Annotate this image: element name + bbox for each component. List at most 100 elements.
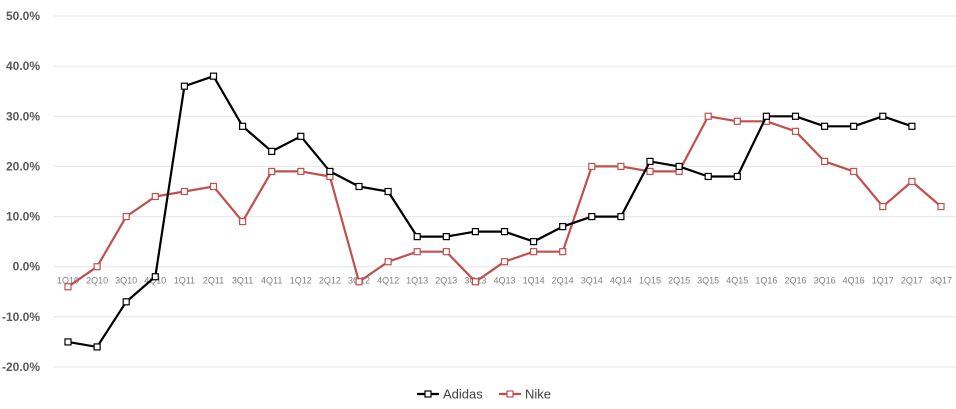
y-tick-label: 40.0%: [6, 59, 40, 73]
data-point: [820, 157, 829, 166]
x-tick-label: 3Q10: [115, 276, 137, 286]
x-tick-label: 2Q15: [668, 276, 690, 286]
data-point: [297, 167, 305, 176]
data-point: [413, 233, 421, 241]
data-point: [908, 177, 916, 186]
data-point: [180, 187, 188, 196]
x-tick-label: 1Q15: [639, 276, 661, 286]
data-point: [850, 122, 858, 130]
x-tick-label: 2Q10: [86, 276, 108, 286]
x-tick-label: 1Q14: [523, 276, 545, 286]
data-point: [646, 167, 654, 176]
data-point: [209, 182, 218, 191]
data-point: [908, 122, 916, 130]
data-point: [529, 248, 538, 256]
data-point: [646, 157, 654, 166]
series-line: [67, 75, 913, 348]
data-point: [820, 122, 829, 130]
x-tick-label: 2Q12: [319, 276, 341, 286]
data-point: [209, 72, 218, 80]
data-point: [355, 182, 363, 191]
data-point: [384, 187, 392, 196]
legend-marker: [506, 390, 514, 398]
data-point: [588, 162, 596, 171]
x-tick-label: 3Q16: [814, 276, 836, 286]
x-tick-label: 1Q17: [872, 276, 894, 286]
data-point: [879, 202, 887, 211]
x-tick-label: 4Q16: [843, 276, 865, 286]
data-point: [588, 212, 596, 221]
x-tick-label: 4Q12: [377, 276, 399, 286]
data-point: [471, 278, 479, 286]
legend-marker: [424, 390, 432, 398]
data-point: [471, 228, 479, 236]
data-point: [268, 167, 276, 176]
data-point: [93, 343, 101, 351]
data-point: [559, 223, 567, 231]
y-tick-label: -20.0%: [2, 360, 40, 374]
data-point: [675, 162, 683, 171]
y-tick-label: 30.0%: [6, 109, 40, 123]
x-tick-label: 4Q15: [726, 276, 748, 286]
legend-label: Nike: [525, 387, 551, 402]
data-point: [791, 127, 800, 135]
x-tick-label: 1Q12: [290, 276, 312, 286]
data-point: [442, 233, 450, 241]
data-point: [850, 167, 858, 176]
x-tick-label: 1Q13: [406, 276, 428, 286]
data-point: [442, 248, 450, 256]
data-point: [500, 228, 509, 236]
data-point: [326, 167, 334, 176]
legend: Adidas Nike: [417, 387, 551, 402]
legend-item-adidas: Adidas: [417, 387, 483, 402]
data-point: [355, 278, 363, 286]
x-tick-label: 3Q11: [232, 276, 253, 286]
legend-label: Adidas: [443, 387, 483, 402]
series-adidas: [64, 72, 916, 351]
series-lines: [64, 72, 945, 351]
data-point: [733, 117, 741, 125]
data-point: [384, 258, 392, 266]
data-point: [762, 112, 771, 120]
y-tick-label: 20.0%: [6, 159, 40, 173]
x-tick-label: 3Q14: [581, 276, 603, 286]
data-point: [791, 112, 800, 120]
data-point: [268, 147, 276, 155]
data-point: [704, 112, 712, 120]
y-tick-label: -10.0%: [2, 310, 40, 324]
x-tick-label: 1Q10: [57, 276, 79, 286]
x-tick-label: 4Q14: [610, 276, 632, 286]
x-tick-label: 4Q11: [261, 276, 282, 286]
data-point: [93, 263, 101, 271]
data-point: [617, 162, 625, 171]
x-tick-label: 4Q13: [493, 276, 515, 286]
data-point: [180, 82, 188, 90]
x-tick-label: 2Q17: [901, 276, 923, 286]
x-tick-label: 3Q15: [697, 276, 719, 286]
x-tick-label: 4Q10: [144, 276, 166, 286]
y-tick-label: 50.0%: [6, 9, 40, 23]
data-point: [122, 298, 130, 306]
y-tick-label: 10.0%: [6, 210, 40, 224]
data-point: [64, 283, 72, 291]
x-tick-label: 1Q16: [755, 276, 777, 286]
x-tick-label: 2Q11: [203, 276, 224, 286]
data-point: [239, 217, 247, 226]
x-axis-ticks: 1Q10 2Q10 3Q10 4Q10 1Q11 2Q11 3Q11 4Q11 1Q12 2Q12…: [57, 276, 952, 286]
data-point: [151, 273, 159, 281]
data-point: [937, 202, 945, 211]
data-point: [500, 258, 509, 266]
data-point: [559, 248, 567, 256]
x-tick-label: 2Q14: [552, 276, 574, 286]
data-point: [297, 132, 305, 140]
gridlines: [53, 15, 956, 368]
series-nike: [64, 112, 945, 291]
data-point: [704, 172, 712, 181]
data-point: [413, 248, 421, 256]
y-axis-ticks: -20.0% -10.0% 0.0% 10.0% 20.0% 30.0% 40.0% 50.0…: [2, 9, 40, 374]
data-point: [529, 238, 538, 246]
data-point: [122, 212, 130, 221]
data-point: [617, 212, 625, 221]
x-tick-label: 3Q17: [930, 276, 952, 286]
